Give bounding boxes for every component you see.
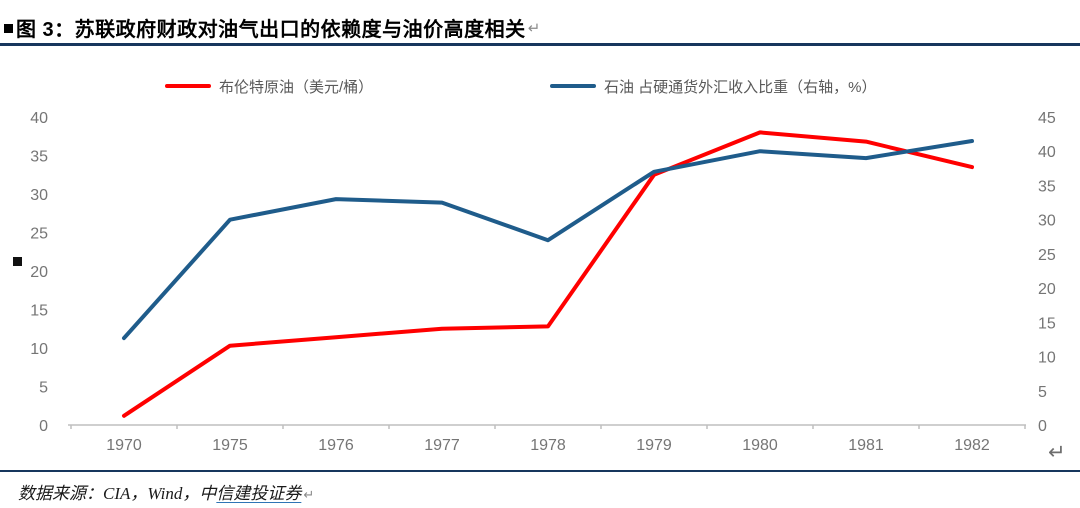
left-axis-label: 25 bbox=[30, 226, 48, 243]
figure-header: 图 3：苏联政府财政对油气出口的依赖度与油价高度相关 ↵ bbox=[0, 0, 1080, 46]
left-axis-label: 30 bbox=[30, 187, 48, 204]
x-axis-label: 1975 bbox=[212, 437, 248, 454]
x-axis-label: 1970 bbox=[106, 437, 142, 454]
left-axis-label: 5 bbox=[39, 380, 48, 397]
x-axis-label: 1979 bbox=[636, 437, 672, 454]
legend-label-brent: 布伦特原油（美元/桶） bbox=[219, 78, 374, 96]
right-axis-label: 0 bbox=[1038, 418, 1047, 435]
left-axis-label: 15 bbox=[30, 303, 48, 320]
paragraph-return-icon: ↵ bbox=[527, 19, 541, 37]
right-axis-label: 25 bbox=[1038, 247, 1056, 264]
legend-swatch-brent bbox=[165, 84, 211, 88]
page-anchor-square bbox=[13, 257, 22, 266]
right-axis-label: 15 bbox=[1038, 315, 1056, 332]
data-source-link[interactable]: 信建投证券 bbox=[216, 484, 302, 503]
figure-title: 图 3：苏联政府财政对油气出口的依赖度与油价高度相关 bbox=[16, 19, 526, 41]
right-axis-label: 10 bbox=[1038, 350, 1056, 367]
x-axis-label: 1981 bbox=[848, 437, 884, 454]
footer-divider bbox=[0, 470, 1080, 472]
right-axis-label: 40 bbox=[1038, 144, 1056, 161]
chart-return-icon: ↵ bbox=[1048, 441, 1066, 464]
left-axis-label: 35 bbox=[30, 149, 48, 166]
title-bullet-square bbox=[4, 24, 13, 33]
right-axis-label: 5 bbox=[1038, 384, 1047, 401]
x-axis-label: 1978 bbox=[530, 437, 566, 454]
right-axis-label: 20 bbox=[1038, 281, 1056, 298]
series-line-oil-share bbox=[122, 139, 974, 341]
right-axis-label: 35 bbox=[1038, 178, 1056, 195]
data-source-line: 数据来源：CIA，Wind，中信建投证券 ↵ bbox=[18, 479, 314, 504]
x-axis-label: 1976 bbox=[318, 437, 354, 454]
series-line-brent bbox=[122, 130, 974, 418]
legend-item-oil-share: 石油 占硬通货外汇收入比重（右轴，%） bbox=[550, 77, 877, 96]
left-axis-label: 20 bbox=[30, 264, 48, 281]
legend-label-oil-share: 石油 占硬通货外汇收入比重（右轴，%） bbox=[604, 78, 877, 96]
left-axis-label: 0 bbox=[39, 418, 48, 435]
right-axis-label: 30 bbox=[1038, 213, 1056, 230]
legend-item-brent: 布伦特原油（美元/桶） bbox=[165, 77, 374, 96]
data-source-text: 数据来源：CIA，Wind，中 bbox=[18, 484, 217, 503]
x-axis-label: 1977 bbox=[424, 437, 460, 454]
x-axis-label: 1982 bbox=[954, 437, 990, 454]
legend-swatch-oil-share bbox=[550, 84, 596, 88]
left-axis-label: 40 bbox=[30, 110, 48, 127]
right-axis-label: 45 bbox=[1038, 110, 1056, 127]
x-axis-label: 1980 bbox=[742, 437, 778, 454]
paragraph-return-icon: ↵ bbox=[303, 487, 315, 502]
left-axis-label: 10 bbox=[30, 341, 48, 358]
